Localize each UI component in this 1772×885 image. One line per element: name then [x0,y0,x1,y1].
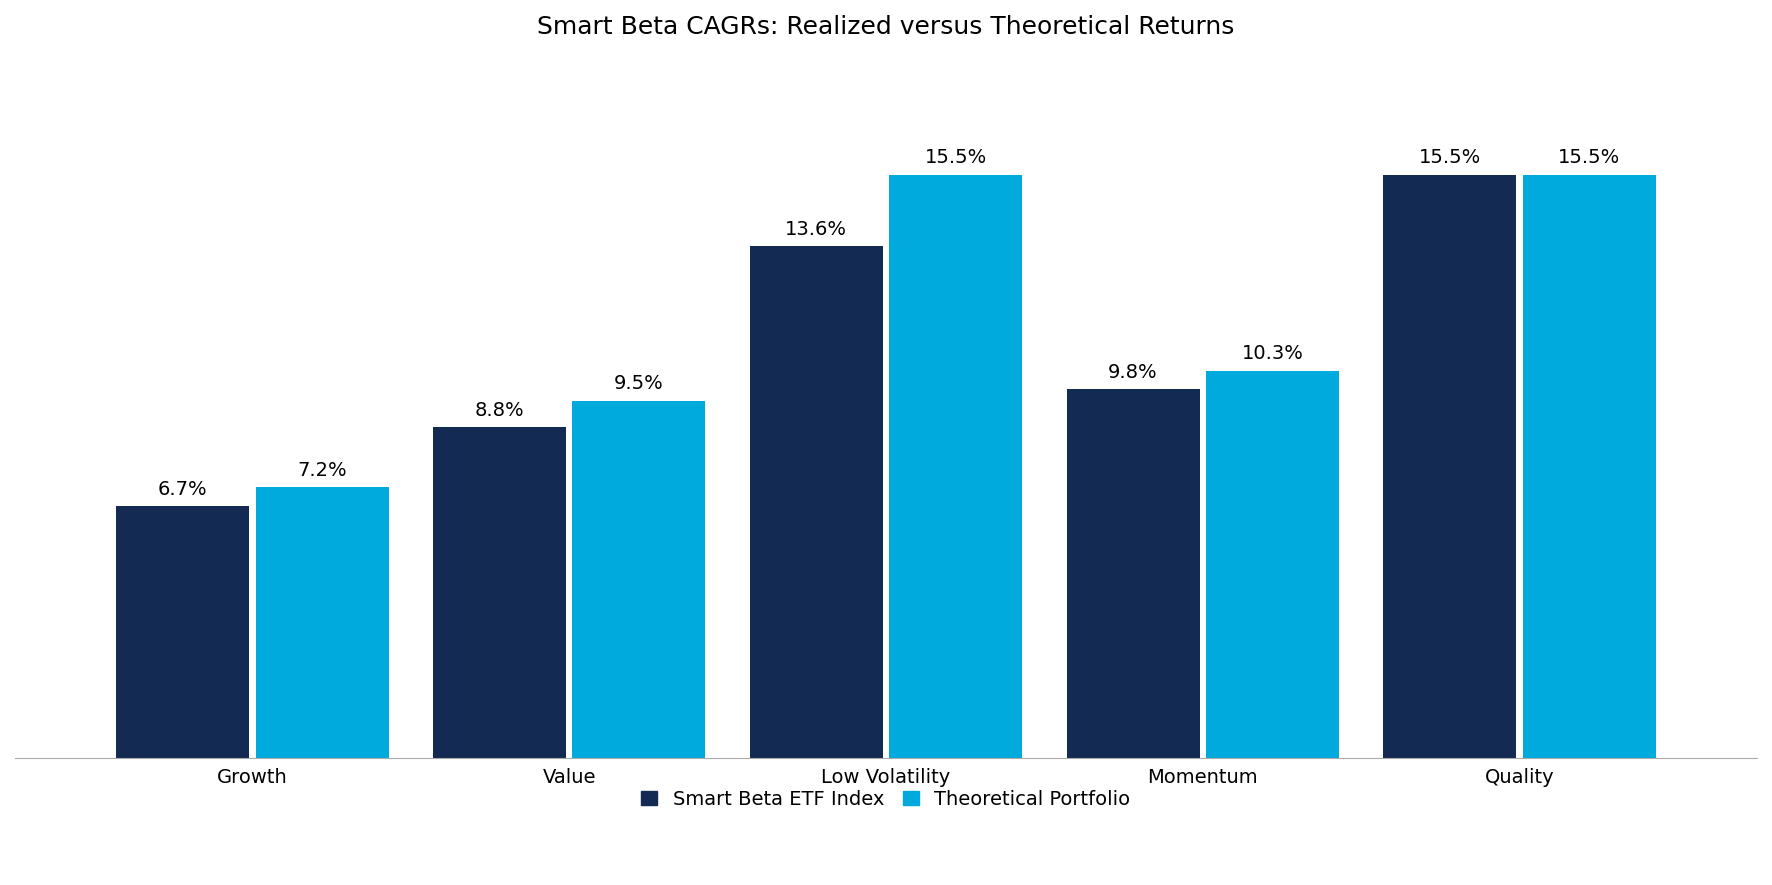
Bar [1207,371,1340,758]
Text: 10.3%: 10.3% [1242,344,1304,363]
Text: 15.5%: 15.5% [925,148,987,167]
Text: 13.6%: 13.6% [785,219,847,239]
Bar [572,401,705,758]
Text: 9.8%: 9.8% [1108,363,1157,382]
Legend: Smart Beta ETF Index, Theoretical Portfolio: Smart Beta ETF Index, Theoretical Portfo… [631,780,1141,819]
Text: 7.2%: 7.2% [298,461,347,480]
Bar [1522,174,1655,758]
Bar [1384,174,1517,758]
Bar [1067,389,1200,758]
Text: 8.8%: 8.8% [475,401,525,419]
Bar [750,246,882,758]
Bar [890,174,1022,758]
Bar [255,488,388,758]
Bar [117,506,250,758]
Title: Smart Beta CAGRs: Realized versus Theoretical Returns: Smart Beta CAGRs: Realized versus Theore… [537,15,1235,39]
Text: 6.7%: 6.7% [158,480,207,498]
Text: 15.5%: 15.5% [1558,148,1620,167]
Text: 15.5%: 15.5% [1419,148,1481,167]
Bar [432,427,565,758]
Text: 9.5%: 9.5% [615,374,664,393]
